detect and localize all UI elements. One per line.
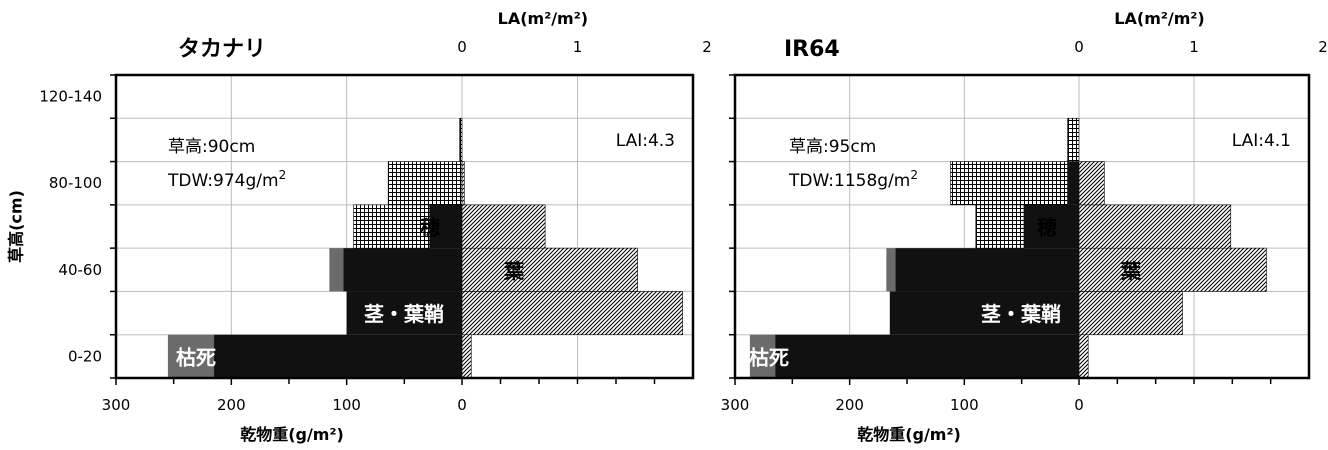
panel-title: タカナリ — [178, 37, 266, 62]
top-tick-label: 2 — [702, 38, 712, 56]
bar-leaf — [461, 334, 472, 379]
x-tick-label: 100 — [950, 396, 979, 414]
bar-stem — [1023, 204, 1079, 249]
panel-0: 300 200 100 0 乾物重(g/m²) 0 1 2 LA(m²/m²) 0-20 40-60… — [39, 9, 711, 444]
bar-stem — [889, 291, 1079, 335]
bar-dead — [886, 248, 896, 292]
x-axis-label: 乾物重(g/m²) — [240, 425, 344, 444]
label-ear: 穂 — [420, 216, 440, 240]
label-stem: 茎・葉鞘 — [981, 302, 1061, 326]
x-tick-label: 300 — [721, 396, 750, 414]
x-axis-label: 乾物重(g/m²) — [857, 425, 961, 444]
x-tick-label: 100 — [332, 396, 361, 414]
y-tick-label: 80-100 — [49, 174, 102, 192]
panel-title: IR64 — [784, 37, 840, 62]
panel-1: 300 200 100 0 乾物重(g/m²) 0 1 2 LA(m²/m²) IR64 草高:95… — [721, 9, 1328, 444]
y-tick-label: 40-60 — [58, 261, 102, 279]
label-dead: 枯死 — [749, 345, 789, 369]
lai-annotation: LAI:4.1 — [1232, 131, 1291, 151]
bar-stem — [1067, 161, 1079, 205]
x-tick-label: 0 — [1074, 396, 1084, 414]
bar-ear — [459, 117, 463, 162]
bar-dead — [749, 334, 776, 378]
y-tick-label: 120-140 — [39, 88, 102, 106]
label-leaf: 葉 — [1120, 259, 1142, 283]
bar-ear — [1067, 117, 1080, 162]
bar-stem — [346, 291, 462, 335]
x-tick-label: 200 — [835, 396, 864, 414]
bar-leaf — [461, 247, 638, 292]
x-tick-label: 300 — [102, 396, 131, 414]
height-annotation: 草高:90cm — [168, 137, 255, 157]
bar-ear — [975, 204, 1025, 249]
label-dead: 枯死 — [176, 345, 216, 369]
y-tick-label: 0-20 — [68, 347, 102, 365]
tdw-annotation: TDW:1158g/m2 — [788, 168, 918, 191]
bar-stem — [214, 334, 462, 378]
bar-leaf — [1078, 334, 1089, 379]
bar-leaf — [1078, 161, 1105, 206]
bar-leaf — [461, 291, 683, 336]
y-axis-label: 草高(cm) — [7, 190, 26, 263]
top-axis-label: LA(m²/m²) — [498, 9, 588, 28]
label-ear: 穂 — [1037, 216, 1057, 240]
bar-leaf — [1078, 204, 1232, 249]
tdw-annotation: TDW:974g/m2 — [167, 168, 286, 191]
bar-ear — [387, 161, 463, 206]
bar-dead — [329, 248, 344, 292]
top-tick-label: 0 — [1074, 38, 1084, 56]
bar-leaf — [461, 161, 465, 206]
bar-stem — [343, 248, 462, 292]
top-tick-label: 1 — [573, 38, 583, 56]
bar-leaf — [1078, 247, 1267, 292]
bar-dead — [167, 334, 215, 378]
lai-annotation: LAI:4.3 — [616, 131, 675, 151]
top-tick-label: 1 — [1189, 38, 1199, 56]
height-annotation: 草高:95cm — [789, 137, 876, 157]
bar-stem — [775, 334, 1079, 378]
x-tick-label: 200 — [217, 396, 246, 414]
bar-leaf — [461, 204, 546, 249]
label-leaf: 葉 — [503, 259, 525, 283]
label-stem: 茎・葉鞘 — [364, 302, 444, 326]
x-tick-label: 0 — [457, 396, 467, 414]
bar-stem — [895, 248, 1079, 292]
top-tick-label: 2 — [1318, 38, 1328, 56]
top-axis-label: LA(m²/m²) — [1114, 9, 1204, 28]
bar-ear — [353, 204, 431, 249]
bar-leaf — [1078, 291, 1183, 336]
bar-ear — [950, 161, 1068, 206]
bar-stem — [429, 204, 462, 249]
top-tick-label: 0 — [457, 38, 467, 56]
